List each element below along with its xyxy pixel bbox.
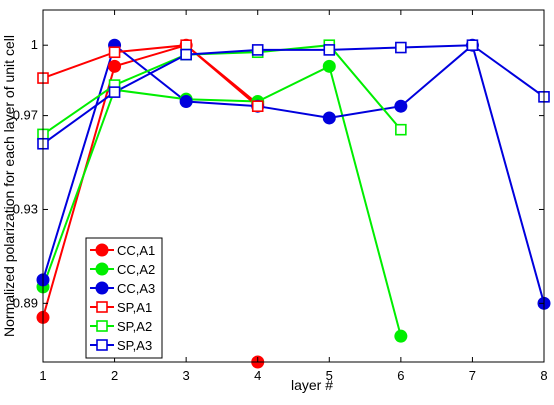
x-tick-label: 3 [183,368,190,383]
y-tick-label: 0.93 [13,201,38,216]
data-point [180,39,192,52]
x-tick-label: 4 [254,368,261,383]
x-axis-label: layer # [291,377,333,393]
series-line-cc-a2 [42,64,402,337]
legend-marker [95,262,109,276]
legend-label: SP,A1 [117,300,152,315]
data-point [322,59,336,73]
legend-label: CC,A1 [117,243,155,258]
legend-label: CC,A2 [117,262,155,277]
legend: CC,A1 CC,A2 CC,A3 SP,A1 SP,A2 SP,A3 [85,237,163,359]
x-tick-label: 7 [469,368,476,383]
x-axis: 1 2 3 4 5 6 7 8 [39,10,548,383]
data-point [108,59,122,73]
x-tick-label: 1 [39,368,46,383]
data-point [395,123,407,136]
x-tick-label: 6 [397,368,404,383]
data-point [251,100,264,113]
series-line-sp-a1 [42,44,259,107]
data-point [251,44,264,56]
y-tick-label: 0.89 [13,295,38,310]
legend-label: SP,A2 [117,319,152,334]
data-point [322,111,336,125]
y-tick-label: 1 [31,37,38,52]
x-tick-label: 8 [540,368,547,383]
legend-marker [96,301,108,313]
legend-label: SP,A3 [117,338,152,353]
series-line-sp-a2 [42,44,402,136]
legend-box [85,237,163,359]
data-point [394,99,408,113]
y-tick-label: 0.97 [13,108,38,123]
legend-marker [95,281,109,295]
y-axis-label: Normalized polarization for each layer o… [1,35,17,337]
plot-lines [42,43,545,337]
data-point [179,95,193,109]
data-point [108,46,121,59]
y-axis: 0.89 0.93 0.97 1 [13,37,544,310]
series-line-cc-a3 [42,43,545,304]
data-point [323,44,336,56]
data-point [395,41,407,54]
plot-frame [42,9,545,363]
data-point [180,48,192,61]
data-point [466,39,479,52]
series-line-sp-a3 [42,44,545,145]
x-tick-label: 2 [111,368,118,383]
x-tick-label: 5 [326,368,333,383]
data-point [394,329,408,343]
legend-marker [96,339,108,351]
legend-marker [96,320,108,332]
legend-label: CC,A3 [117,281,155,296]
data-point [108,86,121,98]
legend-marker [95,243,109,257]
